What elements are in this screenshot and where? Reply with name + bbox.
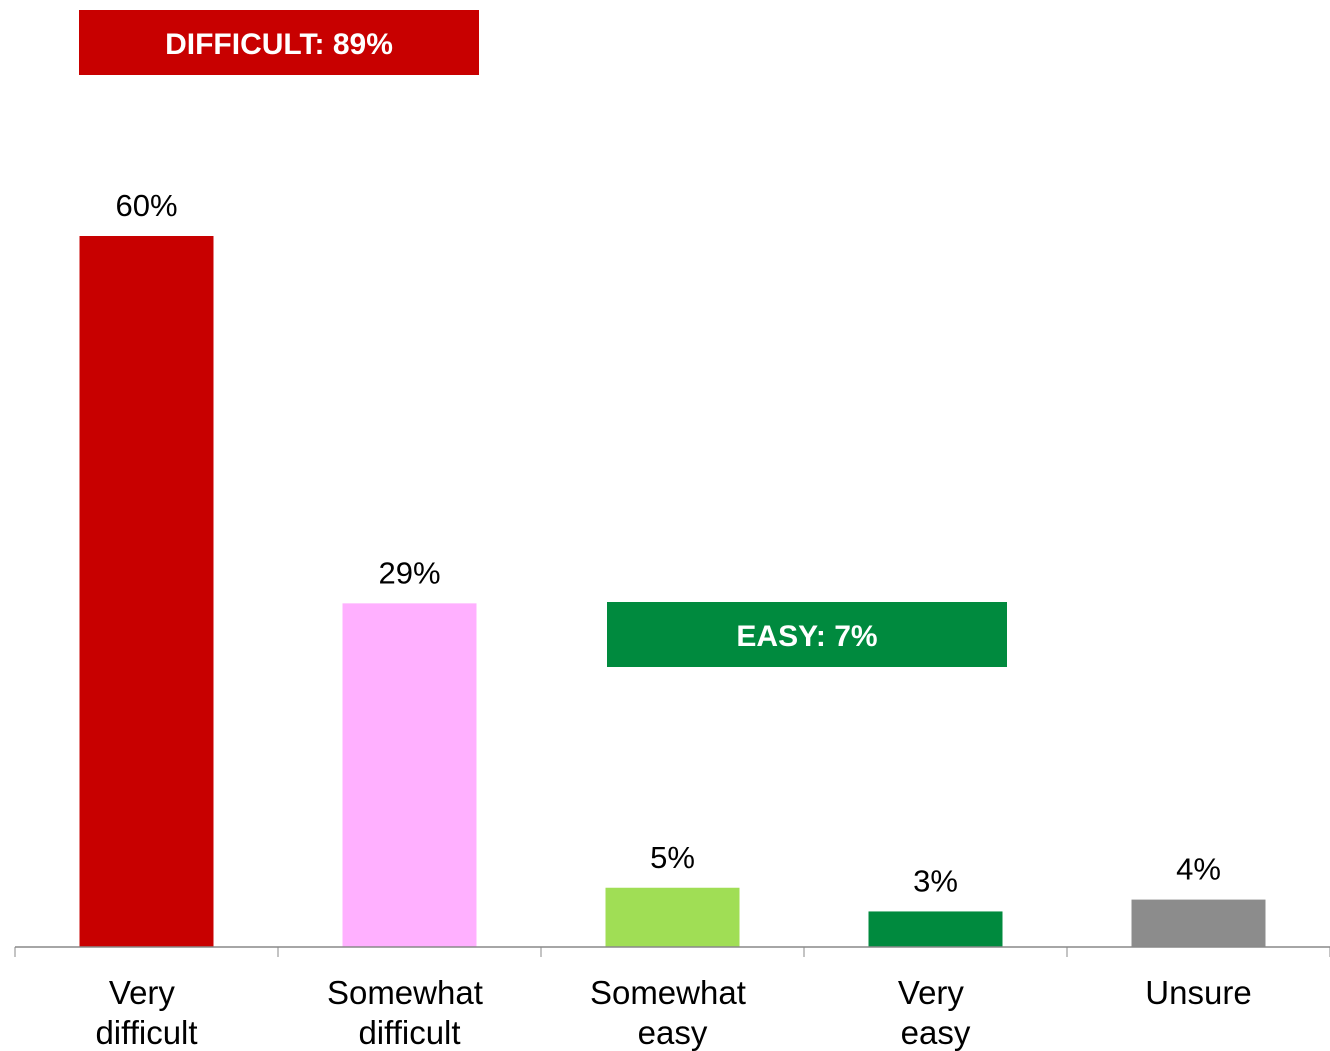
x-tick-label: Very easy [898,974,973,1051]
value-label: 5% [650,840,695,875]
x-tick-label: Somewhat easy [590,974,755,1051]
annotation-text: DIFFICULT: 89% [165,28,393,61]
bar [79,236,214,947]
value-label: 60% [115,188,177,223]
bar [868,911,1003,947]
x-tick-label: Unsure [1145,974,1251,1011]
x-tick-label: Very difficult [95,974,197,1051]
bar [342,603,477,947]
annotation-text: EASY: 7% [736,620,877,653]
x-tick-label: Somewhat difficult [327,974,492,1051]
value-label: 29% [378,555,440,590]
bar [1131,899,1266,947]
annotation-box [79,10,479,75]
annotation-box [607,602,1007,667]
value-label: 3% [913,863,958,898]
bar [605,887,740,947]
value-label: 4% [1176,852,1221,887]
